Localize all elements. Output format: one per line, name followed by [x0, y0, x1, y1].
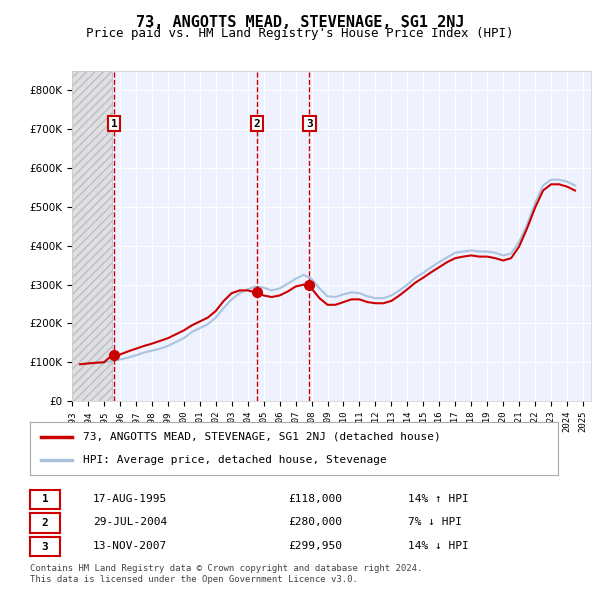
Text: £280,000: £280,000 — [288, 517, 342, 527]
Text: £299,950: £299,950 — [288, 541, 342, 550]
Text: 29-JUL-2004: 29-JUL-2004 — [93, 517, 167, 527]
Text: 14% ↓ HPI: 14% ↓ HPI — [408, 541, 469, 550]
Text: Contains HM Land Registry data © Crown copyright and database right 2024.: Contains HM Land Registry data © Crown c… — [30, 565, 422, 573]
Text: 7% ↓ HPI: 7% ↓ HPI — [408, 517, 462, 527]
Text: This data is licensed under the Open Government Licence v3.0.: This data is licensed under the Open Gov… — [30, 575, 358, 584]
Text: 13-NOV-2007: 13-NOV-2007 — [93, 541, 167, 550]
Text: 2: 2 — [41, 518, 49, 528]
Text: 73, ANGOTTS MEAD, STEVENAGE, SG1 2NJ: 73, ANGOTTS MEAD, STEVENAGE, SG1 2NJ — [136, 15, 464, 30]
Text: 2: 2 — [254, 119, 260, 129]
Text: HPI: Average price, detached house, Stevenage: HPI: Average price, detached house, Stev… — [83, 455, 386, 465]
Text: 3: 3 — [41, 542, 49, 552]
Text: 17-AUG-1995: 17-AUG-1995 — [93, 494, 167, 503]
Text: 14% ↑ HPI: 14% ↑ HPI — [408, 494, 469, 503]
Text: 3: 3 — [306, 119, 313, 129]
Text: 1: 1 — [110, 119, 118, 129]
Text: 1: 1 — [41, 494, 49, 504]
Text: Price paid vs. HM Land Registry's House Price Index (HPI): Price paid vs. HM Land Registry's House … — [86, 27, 514, 40]
Bar — [72, 71, 112, 401]
Text: 73, ANGOTTS MEAD, STEVENAGE, SG1 2NJ (detached house): 73, ANGOTTS MEAD, STEVENAGE, SG1 2NJ (de… — [83, 432, 440, 442]
Text: £118,000: £118,000 — [288, 494, 342, 503]
